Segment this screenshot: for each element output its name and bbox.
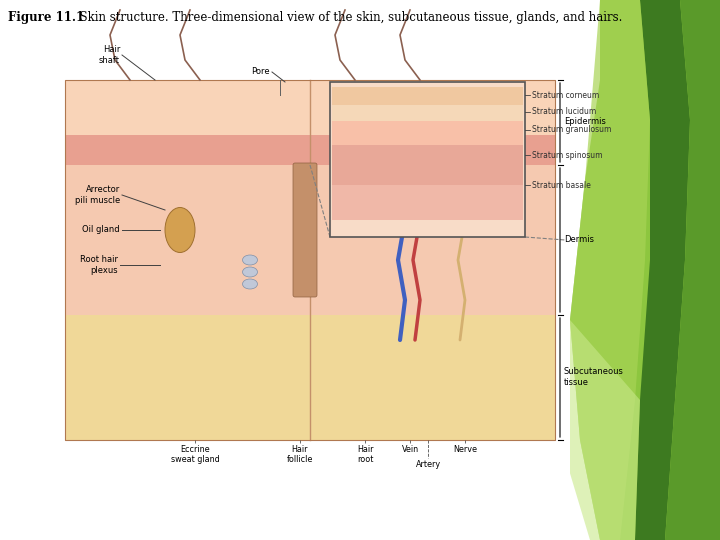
Text: Stratum lucidum: Stratum lucidum — [532, 107, 596, 117]
Ellipse shape — [243, 267, 258, 277]
Text: Epidermis: Epidermis — [564, 118, 606, 126]
Polygon shape — [570, 0, 650, 540]
Text: Figure 11.1: Figure 11.1 — [8, 11, 84, 24]
FancyBboxPatch shape — [332, 185, 523, 220]
Text: Subcutaneous
tissue: Subcutaneous tissue — [564, 367, 624, 387]
Text: Eccrine
sweat gland: Eccrine sweat gland — [171, 445, 220, 464]
Text: Skin structure. Three-dimensional view of the skin, subcutaneous tissue, glands,: Skin structure. Three-dimensional view o… — [72, 11, 622, 24]
FancyBboxPatch shape — [65, 315, 555, 440]
Text: Pore: Pore — [251, 68, 270, 77]
Ellipse shape — [243, 279, 258, 289]
Ellipse shape — [243, 255, 258, 265]
Text: Dermis: Dermis — [564, 235, 594, 245]
Polygon shape — [560, 320, 640, 540]
Text: Oil gland: Oil gland — [82, 226, 120, 234]
FancyBboxPatch shape — [332, 121, 523, 145]
FancyBboxPatch shape — [0, 0, 570, 540]
Text: Stratum spinosum: Stratum spinosum — [532, 151, 603, 159]
FancyBboxPatch shape — [65, 165, 555, 315]
Text: Arrector
pili muscle: Arrector pili muscle — [75, 185, 120, 205]
FancyBboxPatch shape — [65, 80, 555, 440]
Text: Nerve: Nerve — [453, 445, 477, 454]
Polygon shape — [0, 490, 45, 540]
Text: Hair
shaft: Hair shaft — [99, 45, 120, 65]
Text: Stratum basale: Stratum basale — [532, 180, 591, 190]
FancyBboxPatch shape — [332, 105, 523, 121]
FancyBboxPatch shape — [332, 145, 523, 185]
Text: Stratum granulosum: Stratum granulosum — [532, 125, 611, 134]
FancyBboxPatch shape — [293, 163, 317, 297]
Ellipse shape — [165, 207, 195, 253]
FancyBboxPatch shape — [330, 82, 525, 237]
Text: Hair
follicle: Hair follicle — [287, 445, 313, 464]
FancyBboxPatch shape — [332, 87, 523, 105]
Polygon shape — [635, 0, 690, 540]
Polygon shape — [570, 0, 720, 540]
Text: Vein: Vein — [402, 445, 418, 454]
Text: Artery: Artery — [415, 460, 441, 469]
Text: Stratum corneum: Stratum corneum — [532, 91, 599, 99]
FancyBboxPatch shape — [65, 80, 555, 135]
Text: Root hair
plexus: Root hair plexus — [80, 255, 118, 275]
Text: Hair
root: Hair root — [356, 445, 373, 464]
FancyBboxPatch shape — [65, 135, 555, 165]
Polygon shape — [665, 0, 720, 540]
